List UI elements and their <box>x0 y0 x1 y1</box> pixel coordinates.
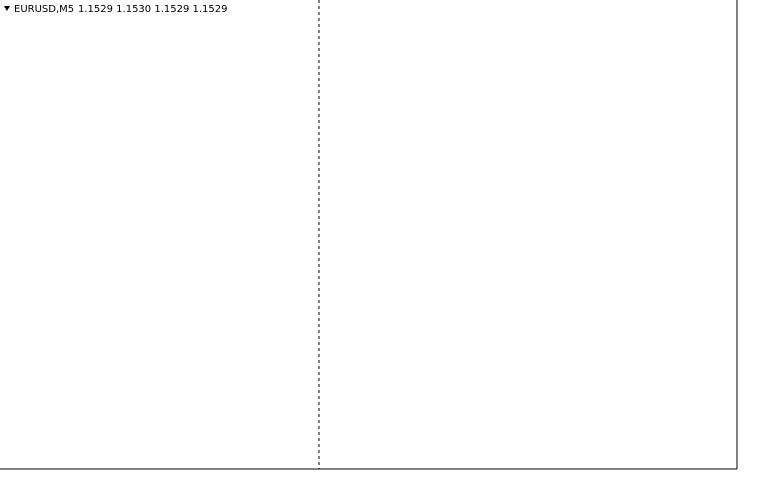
ohlc-info: 1.1529 1.1530 1.1529 1.1529 <box>78 4 228 15</box>
menu-arrow[interactable] <box>4 6 10 11</box>
chart-title: EURUSD,M5 <box>14 4 74 15</box>
